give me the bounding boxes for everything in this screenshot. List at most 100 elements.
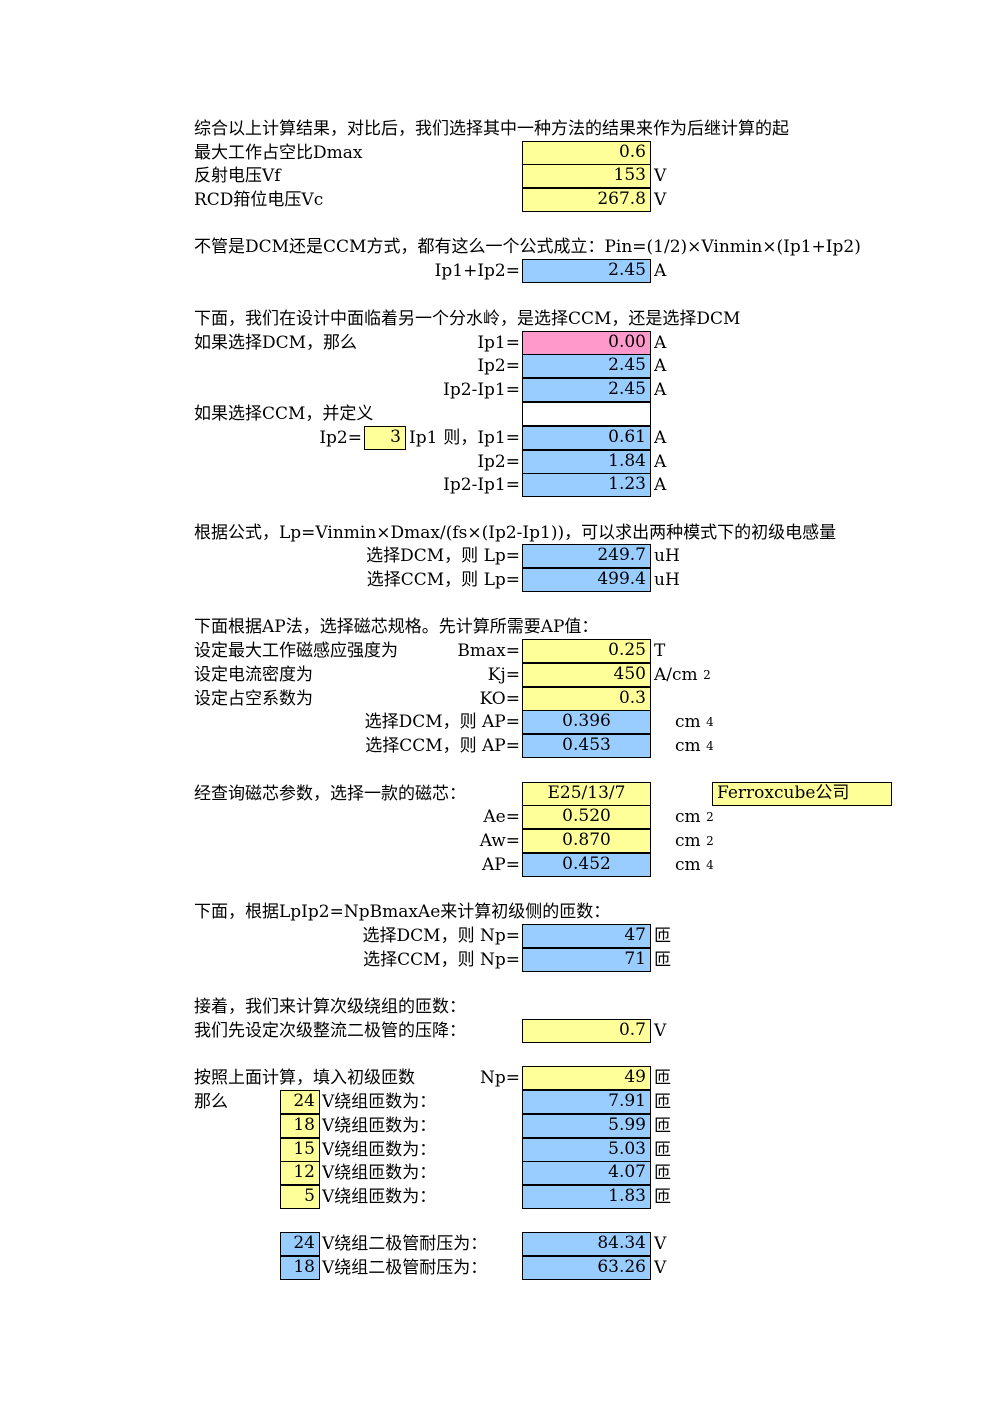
aw-unit-sup: 2	[706, 834, 714, 848]
winding-voltage-input[interactable]: 24	[280, 1090, 320, 1114]
ap-ccm-unit-sup: 4	[706, 739, 714, 753]
vc-label: RCD箝位电压Vc	[194, 190, 324, 210]
vc-input[interactable]: 267.8	[522, 188, 651, 212]
winding-voltage-input[interactable]: 5	[280, 1185, 320, 1209]
k0-input[interactable]: 0.3	[522, 687, 651, 711]
winding-label: V绕组匝数为：	[322, 1092, 437, 1112]
ccm-ip2-eq: Ip2=	[319, 428, 362, 448]
winding-label: V绕组匝数为：	[322, 1163, 437, 1183]
diode-voltage-value: 24	[280, 1232, 320, 1256]
dcm-ip1-unit: A	[654, 333, 667, 353]
winding-voltage-input[interactable]: 18	[280, 1114, 320, 1138]
core-ap-unit-sup: 4	[706, 858, 714, 872]
intro-line: 综合以上计算结果，对比后，我们选择其中一种方法的结果来作为后继计算的起	[194, 119, 789, 139]
winding-label: V绕组匝数为：	[322, 1116, 437, 1136]
core-ap-label: AP=	[482, 855, 520, 875]
winding-voltage-input[interactable]: 12	[280, 1161, 320, 1185]
core-vendor-input[interactable]: Ferroxcube公司	[712, 782, 892, 806]
ccm-ip2-label: Ip2=	[477, 452, 520, 472]
winding-unit: 匝	[654, 1092, 671, 1112]
ip-sum-label: Ip1+Ip2=	[434, 261, 520, 281]
ccm-ratio-input[interactable]: 3	[364, 426, 406, 450]
ccm-ip1-unit: A	[654, 428, 667, 448]
ap-dcm-unit-text: cm	[675, 712, 701, 732]
winding-turns-value: 1.83	[522, 1185, 651, 1209]
ccm-ip2-unit: A	[654, 452, 667, 472]
lp-ccm-label: 选择CCM，则 Lp=	[366, 570, 520, 590]
np-fill-input[interactable]: 49	[522, 1066, 651, 1090]
kj-label: Kj=	[487, 665, 520, 685]
vd-input[interactable]: 0.7	[522, 1019, 651, 1043]
vd-unit: V	[654, 1021, 667, 1041]
diode-voltage-value: 18	[280, 1256, 320, 1280]
lp-dcm-label: 选择DCM，则 Lp=	[366, 546, 520, 566]
vf-input[interactable]: 153	[522, 164, 651, 188]
np-fill-text: 按照上面计算，填入初级匝数	[194, 1068, 415, 1088]
diode-label: V绕组二极管耐压为：	[322, 1234, 488, 1254]
ccm-diff-value: 1.23	[522, 473, 651, 497]
vc-unit: V	[654, 190, 667, 210]
ap-ccm-unit: cm 4	[675, 735, 714, 757]
dcm-heading: 如果选择DCM，那么	[194, 333, 358, 353]
lp-ccm-value: 499.4	[522, 568, 651, 592]
dcm-ip1-value: 0.00	[522, 331, 651, 355]
then-label: 那么	[194, 1092, 228, 1112]
ccm-diff-unit: A	[654, 475, 667, 495]
diode-vr-value: 63.26	[522, 1256, 651, 1280]
np-dcm-label: 选择DCM，则 Np=	[362, 926, 520, 946]
ip-sum-value: 2.45	[522, 259, 651, 283]
ip-sum-unit: A	[654, 261, 667, 281]
k0-label: KO=	[479, 689, 520, 709]
np-fill-label: Np=	[479, 1068, 520, 1088]
core-model-input[interactable]: E25/13/7	[522, 782, 651, 806]
winding-unit: 匝	[654, 1163, 671, 1183]
winding-unit: 匝	[654, 1140, 671, 1160]
empty-cell	[522, 402, 651, 426]
dcm-ip2-label: Ip2=	[477, 356, 520, 376]
kj-unit-sup: 2	[703, 668, 711, 682]
ap-dcm-value: 0.396	[522, 710, 651, 734]
dcm-diff-label: Ip2-Ip1=	[443, 380, 520, 400]
ccm-ip1-label: 则，Ip1=	[443, 428, 520, 448]
ccm-diff-label: Ip2-Ip1=	[443, 475, 520, 495]
ap-dcm-unit: cm 4	[675, 711, 714, 733]
dcm-ip2-value: 2.45	[522, 354, 651, 378]
winding-label: V绕组匝数为：	[322, 1140, 437, 1160]
mode-line: 下面，我们在设计中面临着另一个分水岭，是选择CCM，还是选择DCM	[194, 309, 741, 329]
vf-label: 反射电压Vf	[194, 166, 281, 186]
aw-label: Aw=	[479, 831, 520, 851]
winding-turns-value: 4.07	[522, 1161, 651, 1185]
diode-label: V绕组二极管耐压为：	[322, 1258, 488, 1278]
np-ccm-label: 选择CCM，则 Np=	[363, 950, 520, 970]
np-fill-unit: 匝	[654, 1068, 671, 1088]
np-line: 下面，根据LpIp2=NpBmaxAe来计算初级侧的匝数：	[194, 902, 611, 922]
secondary-line2: 我们先设定次级整流二极管的压降：	[194, 1021, 466, 1041]
kj-text: 设定电流密度为	[194, 665, 313, 685]
ap-line: 下面根据AP法，选择磁芯规格。先计算所需要AP值：	[194, 617, 599, 637]
core-ap-value: 0.452	[522, 853, 651, 877]
ap-dcm-unit-sup: 4	[706, 715, 714, 729]
lp-line: 根据公式，Lp=Vinmin×Dmax/(fs×(Ip2-Ip1))，可以求出两…	[194, 523, 837, 543]
winding-turns-value: 5.03	[522, 1138, 651, 1162]
vf-unit: V	[654, 166, 667, 186]
aw-input[interactable]: 0.870	[522, 829, 651, 853]
bmax-label: Bmax=	[457, 641, 520, 661]
lp-dcm-value: 249.7	[522, 544, 651, 568]
bmax-input[interactable]: 0.25	[522, 639, 651, 663]
ccm-ip2-value: 1.84	[522, 450, 651, 474]
diode-vr-value: 84.34	[522, 1232, 651, 1256]
lp-ccm-unit: uH	[654, 570, 680, 590]
dmax-input[interactable]: 0.6	[522, 141, 651, 165]
winding-turns-value: 7.91	[522, 1090, 651, 1114]
winding-label: V绕组匝数为：	[322, 1187, 437, 1207]
winding-voltage-input[interactable]: 15	[280, 1138, 320, 1162]
bmax-text: 设定最大工作磁感应强度为	[194, 641, 398, 661]
dmax-label: 最大工作占空比Dmax	[194, 143, 363, 163]
ap-ccm-value: 0.453	[522, 734, 651, 758]
np-ccm-unit: 匝	[654, 950, 671, 970]
kj-input[interactable]: 450	[522, 663, 651, 687]
diode-unit: V	[654, 1234, 667, 1254]
ae-input[interactable]: 0.520	[522, 805, 651, 829]
ap-ccm-label: 选择CCM，则 AP=	[365, 736, 520, 756]
core-ap-unit-text: cm	[675, 855, 701, 875]
